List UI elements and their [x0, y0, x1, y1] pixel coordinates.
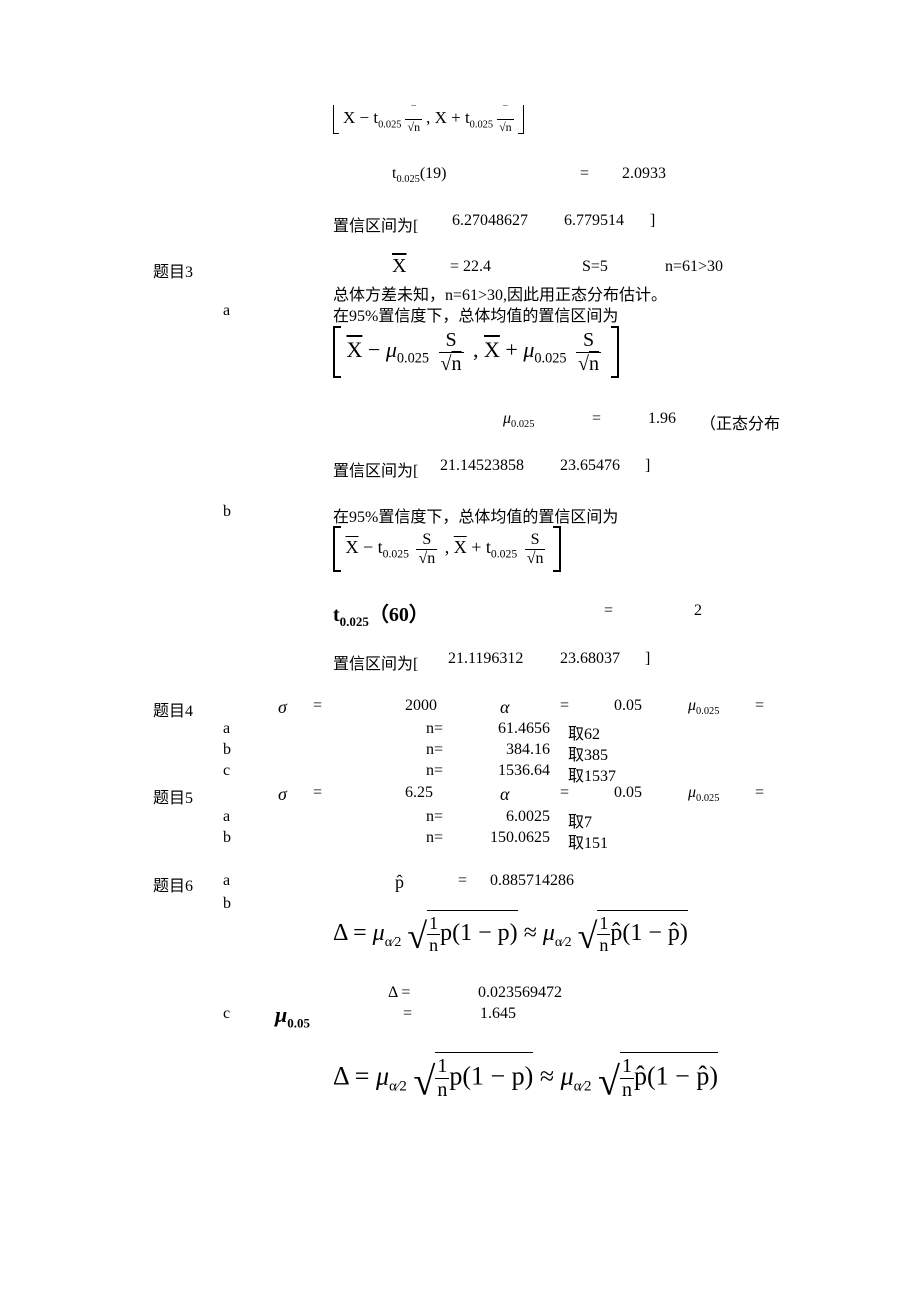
q6-delta-v: 0.023569472 [478, 984, 562, 1002]
q3-mu: μ0.025 [503, 410, 534, 430]
q6-phat-v: 0.885714286 [490, 872, 574, 890]
q3-ci2-v1: 21.1196312 [448, 650, 523, 668]
q4-sigma-v: 2000 [405, 697, 437, 715]
q4-eq3: = [755, 697, 764, 715]
q5-b-n: n= [426, 829, 443, 847]
q3-t60-val: 2 [694, 602, 702, 620]
q3-eq1: = 22.4 [450, 258, 491, 276]
q3-b: b [223, 503, 231, 521]
q4-a: a [223, 720, 230, 738]
q4-mu: μ0.025 [688, 697, 719, 717]
t-eq: = [580, 165, 589, 183]
q4-alpha: α [500, 697, 509, 718]
q4-b-v: 384.16 [506, 741, 550, 759]
q4-a-n: n= [426, 720, 443, 738]
formula-ci-t2: X − t0.025 S √n , X + t0.025 S √n [333, 526, 561, 572]
formula-delta-1: Δ = μα⁄2 √ 1 n p(1 − p) ≈ μα⁄2 √ 1 n p̂(… [333, 910, 688, 957]
q3-ci2-rb: ] [645, 650, 650, 668]
page: X − t0.025 ‾ √n , X + t0.025 ‾ √n t0.025… [0, 0, 920, 1301]
q4-eq1: = [313, 697, 322, 715]
q3-t60-sub: 0.025 [340, 614, 369, 629]
q3-mu-val: 1.96 [648, 410, 676, 428]
q5-eq1: = [313, 784, 322, 802]
q3-ci-label: 置信区间为[ [333, 457, 418, 481]
q6-delta-label: Δ = [388, 984, 410, 1002]
q4-b-n: n= [426, 741, 443, 759]
q5-eq3: = [755, 784, 764, 802]
q4-c-note: 取1537 [568, 762, 616, 786]
q3-n: n=61>30 [665, 258, 723, 276]
t-sub: 0.025 [396, 174, 419, 185]
q6-mu05-eq: = [403, 1005, 412, 1023]
formula-ci-mu: X − μ0.025 S √n , X + μ0.025 S √n [333, 326, 619, 378]
q3-ci-v1: 21.14523858 [440, 457, 524, 475]
t-val: 2.0933 [622, 165, 666, 183]
q6-c: c [223, 1005, 230, 1023]
q6-phat: p̂ [395, 872, 404, 893]
q5-sigma: σ [278, 784, 287, 805]
q4-mu-sub: 0.025 [696, 706, 719, 717]
formula-ci-t: X − t0.025 ‾ √n , X + t0.025 ‾ √n [333, 104, 524, 135]
ci1-rb: ] [650, 212, 655, 230]
q4-sigma: σ [278, 697, 287, 718]
q5-b: b [223, 829, 231, 847]
q4-c-n: n= [426, 762, 443, 780]
formula-delta-2: Δ = μα⁄2 √ 1 n p(1 − p) ≈ μα⁄2 √ 1 n p̂(… [333, 1052, 718, 1104]
q4-alpha-v: 0.05 [614, 697, 642, 715]
ci1-v1: 6.27048627 [452, 212, 528, 230]
q5-a-n: n= [426, 808, 443, 826]
q3-ci2-v2: 23.68037 [560, 650, 620, 668]
q5-sigma-v: 6.25 [405, 784, 433, 802]
t-value-line: t0.025(19) [392, 165, 447, 185]
q3-t60: t0.025（60） [333, 598, 429, 630]
q5-mu-sym: μ [688, 784, 696, 801]
q5-b-note: 取151 [568, 829, 608, 853]
q6-mu05-v: 1.645 [480, 1005, 516, 1023]
q5-mu-sub: 0.025 [696, 793, 719, 804]
q3-t60-arg: （60） [369, 604, 429, 626]
q5-a-v: 6.0025 [506, 808, 550, 826]
q3-ci-rb: ] [645, 457, 650, 475]
q4-a-v: 61.4656 [498, 720, 550, 738]
q5-alpha-v: 0.05 [614, 784, 642, 802]
q3-title: 题目3 [153, 258, 193, 282]
q6-eq: = [458, 872, 467, 890]
q6-mu05: μ0.05 [275, 1002, 310, 1031]
q3-mu-note: （正态分布 [700, 410, 780, 434]
q5-a: a [223, 808, 230, 826]
q3-t60-label: t [333, 604, 340, 626]
q3-xbar: X [392, 255, 406, 278]
q4-c-v: 1536.64 [498, 762, 550, 780]
ci1-v2: 6.779514 [564, 212, 624, 230]
q5-title: 题目5 [153, 784, 193, 808]
q3-a-text: 在95%置信度下，总体均值的置信区间为 [333, 302, 618, 326]
q4-c: c [223, 762, 230, 780]
q3-mu-sym: μ [503, 410, 511, 427]
q3-ci2-label: 置信区间为[ [333, 650, 418, 674]
q3-a: a [223, 302, 230, 320]
q6-mu05-sym: μ [275, 1002, 287, 1027]
ci1-label: 置信区间为[ [333, 212, 418, 236]
q6-a: a [223, 872, 230, 890]
q4-eq2: = [560, 697, 569, 715]
q4-title: 题目4 [153, 697, 193, 721]
q5-eq2: = [560, 784, 569, 802]
q5-mu: μ0.025 [688, 784, 719, 804]
q3-b-text: 在95%置信度下，总体均值的置信区间为 [333, 503, 618, 527]
q6-mu05-sub: 0.05 [287, 1015, 310, 1030]
q3-mu-sub: 0.025 [511, 419, 534, 430]
q3-ci-v2: 23.65476 [560, 457, 620, 475]
q4-b: b [223, 741, 231, 759]
q5-b-v: 150.0625 [490, 829, 550, 847]
q6-b: b [223, 895, 231, 913]
q6-title: 题目6 [153, 872, 193, 896]
q3-s: S=5 [582, 258, 608, 276]
q4-mu-sym: μ [688, 697, 696, 714]
q3-mu-eq: = [592, 410, 601, 428]
q3-t60-eq: = [604, 602, 613, 620]
q5-alpha: α [500, 784, 509, 805]
t-arg: (19) [420, 165, 447, 182]
